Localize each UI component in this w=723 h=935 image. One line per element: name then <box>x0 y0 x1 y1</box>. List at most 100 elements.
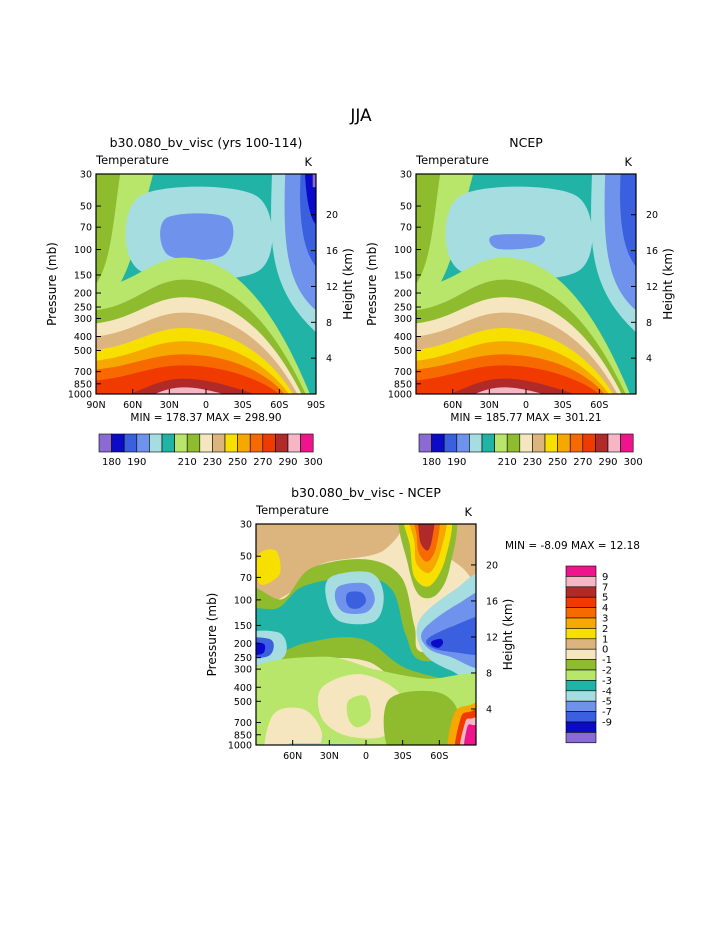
height-axis-label: Height (km) <box>501 599 515 670</box>
colorbar-box <box>544 433 558 453</box>
x-tick-label: 60S <box>590 400 608 411</box>
variable-label: Temperature <box>415 153 489 167</box>
chart-title: NCEP <box>509 135 543 150</box>
difference-field <box>256 524 476 745</box>
height-tick-label: 12 <box>646 282 658 293</box>
colorbar-box <box>174 433 188 453</box>
colorbar-box <box>565 711 597 723</box>
y-tick-label: 400 <box>74 332 92 343</box>
colorbar-label: 5 <box>602 593 608 604</box>
x-tick-label: 60S <box>270 400 288 411</box>
contour-fill <box>346 591 367 609</box>
colorbar-box <box>186 433 201 453</box>
colorbar-label: 7 <box>602 582 608 593</box>
colorbar-box <box>620 433 634 453</box>
chart-title: b30.080_bv_visc (yrs 100-114) <box>110 135 303 150</box>
colorbar-box <box>565 690 597 702</box>
colorbar-label: -2 <box>602 666 612 677</box>
colorbar-box <box>565 732 597 744</box>
colorbar-box <box>212 433 226 453</box>
colorbar-box <box>607 433 621 453</box>
colorbar-label: 300 <box>304 457 323 468</box>
colorbar-label: 190 <box>447 457 466 468</box>
colorbar-box <box>136 433 150 453</box>
height-tick-label: 20 <box>646 210 658 221</box>
colorbar-box <box>565 648 597 660</box>
y-tick-label: 50 <box>80 202 92 213</box>
colorbar-label: 290 <box>278 457 297 468</box>
colorbar-label: 180 <box>102 457 121 468</box>
y-tick-label: 500 <box>394 346 412 357</box>
x-tick-label: 60N <box>443 400 462 411</box>
colorbar-box <box>565 607 597 619</box>
colorbar-box <box>565 628 597 640</box>
colorbar-label: -3 <box>602 676 612 687</box>
y-tick-label: 150 <box>234 621 252 632</box>
colorbar-box <box>506 433 521 453</box>
x-tick-label: 30N <box>320 751 339 762</box>
x-tick-label: 30S <box>234 400 252 411</box>
y-tick-label: 300 <box>234 665 252 676</box>
y-axis-label: Pressure (mb) <box>365 242 379 326</box>
contour-fill <box>96 174 121 284</box>
y-tick-label: 1000 <box>228 741 252 752</box>
colorbar-box <box>431 433 445 453</box>
contour-fill <box>256 642 266 656</box>
colorbar-box <box>582 433 596 453</box>
contour-fill <box>383 690 459 745</box>
y-tick-label: 700 <box>74 367 92 378</box>
colorbar-box <box>494 433 508 453</box>
variable-label: Temperature <box>255 503 329 517</box>
contour-fill <box>417 524 435 551</box>
colorbar-label: 4 <box>602 603 608 614</box>
contour-fill <box>431 638 444 648</box>
x-tick-label: 90N <box>86 400 105 411</box>
colorbar-box <box>418 433 432 453</box>
units-label: K <box>464 505 472 519</box>
y-tick-label: 850 <box>394 379 412 390</box>
temperature-field <box>416 174 636 394</box>
colorbar-box <box>565 617 597 629</box>
colorbar-box <box>287 433 301 453</box>
units-label: K <box>304 155 312 169</box>
height-tick-label: 12 <box>486 632 498 643</box>
colorbar-label: 190 <box>127 457 146 468</box>
colorbar-label: 250 <box>228 457 247 468</box>
y-axis-label: Pressure (mb) <box>205 593 219 677</box>
colorbar-label: 3 <box>602 614 608 625</box>
contour-fill <box>264 707 323 745</box>
y-tick-label: 400 <box>394 332 412 343</box>
y-tick-label: 500 <box>234 697 252 708</box>
height-tick-label: 8 <box>486 668 492 679</box>
colorbar-label: 230 <box>203 457 222 468</box>
y-tick-label: 200 <box>394 289 412 300</box>
chart-title: b30.080_bv_visc - NCEP <box>291 485 441 500</box>
y-tick-label: 30 <box>240 520 252 531</box>
colorbar-box <box>262 433 276 453</box>
x-tick-label: 60S <box>430 751 448 762</box>
contour-fill <box>449 378 575 394</box>
colorbar-label: 210 <box>178 457 197 468</box>
colorbar-label: 2 <box>602 624 608 635</box>
height-axis-label: Height (km) <box>661 248 675 319</box>
colorbar-box <box>565 638 597 650</box>
contour-fill <box>312 174 316 188</box>
colorbar-label: 250 <box>548 457 567 468</box>
colorbar-box <box>532 433 546 453</box>
contour-fill <box>620 174 636 267</box>
contour-fill <box>160 213 234 261</box>
x-tick-label: 30S <box>394 751 412 762</box>
y-tick-label: 700 <box>234 718 252 729</box>
colorbar-label: 9 <box>602 572 608 583</box>
colorbar-box <box>481 433 495 453</box>
colorbar-box <box>565 700 597 712</box>
colorbar-label: 270 <box>573 457 592 468</box>
colorbar-box <box>565 576 597 588</box>
y-tick-label: 70 <box>400 223 412 234</box>
y-tick-label: 200 <box>74 289 92 300</box>
y-tick-label: 500 <box>74 346 92 357</box>
colorbar-label: 230 <box>523 457 542 468</box>
min-max-label: MIN = -8.09 MAX = 12.18 <box>505 540 640 552</box>
y-tick-label: 70 <box>80 223 92 234</box>
y-tick-label: 100 <box>234 595 252 606</box>
